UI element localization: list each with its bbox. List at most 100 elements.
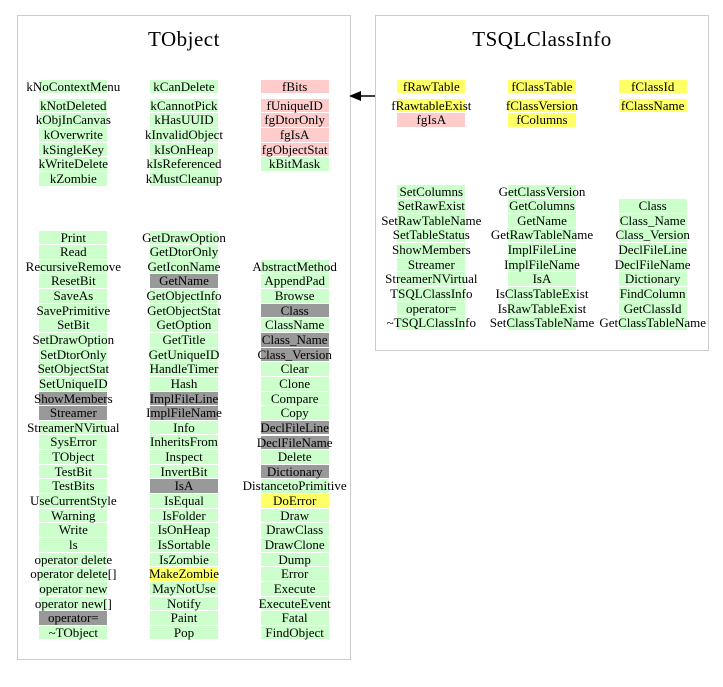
member-link[interactable]: Clear bbox=[260, 362, 329, 376]
member-link[interactable]: Execute bbox=[260, 582, 329, 596]
member-link[interactable]: SysError bbox=[39, 435, 108, 450]
member-link[interactable]: IsClassTableExist bbox=[495, 286, 589, 301]
member-link[interactable]: IsEqual bbox=[149, 494, 218, 508]
member-link[interactable]: Delete bbox=[260, 450, 329, 464]
member-link[interactable]: Class bbox=[260, 304, 329, 318]
member-link[interactable]: GetDtorOnly bbox=[149, 244, 219, 260]
member-link[interactable]: Paint bbox=[149, 611, 218, 625]
member-link[interactable]: InheritsFrom bbox=[149, 434, 218, 450]
member-link[interactable]: ImplFileName bbox=[146, 405, 222, 421]
member-link[interactable]: IsA bbox=[149, 479, 218, 493]
member-link[interactable]: SetUniqueID bbox=[39, 375, 108, 391]
member-link[interactable]: GetUniqueID bbox=[148, 346, 220, 362]
member-link[interactable]: fClassId bbox=[618, 79, 687, 94]
member-link[interactable]: GetObjectInfo bbox=[146, 288, 222, 304]
member-link[interactable]: SavePrimitive bbox=[36, 302, 111, 318]
member-link[interactable]: GetObjectStat bbox=[147, 302, 221, 318]
member-link[interactable]: fgDtorOnly bbox=[260, 113, 329, 127]
member-link[interactable]: Write bbox=[39, 523, 108, 537]
member-link[interactable]: Class bbox=[618, 199, 687, 213]
tobject-class-title[interactable]: TObject bbox=[148, 27, 220, 51]
member-link[interactable]: RecursiveRemove bbox=[25, 258, 121, 274]
member-link[interactable]: StreamerNVirtual bbox=[27, 419, 120, 435]
member-link[interactable]: Pop bbox=[149, 626, 218, 640]
member-link[interactable]: Print bbox=[39, 230, 108, 245]
member-link[interactable]: fUniqueID bbox=[260, 99, 329, 113]
member-link[interactable]: GetTitle bbox=[149, 333, 218, 347]
member-link[interactable]: GetRawTableName bbox=[490, 227, 594, 243]
member-link[interactable]: fClassVersion bbox=[505, 97, 579, 113]
member-link[interactable]: fRawtableExist bbox=[391, 97, 472, 113]
member-link[interactable]: Dictionary bbox=[260, 465, 329, 479]
member-link[interactable]: Notify bbox=[149, 596, 218, 611]
member-link[interactable]: TestBit bbox=[39, 465, 108, 479]
member-link[interactable]: fRawTable bbox=[397, 79, 466, 94]
member-link[interactable]: DrawClone bbox=[260, 538, 329, 552]
member-link[interactable]: operator delete bbox=[34, 551, 113, 567]
member-link[interactable]: Copy bbox=[260, 406, 329, 420]
member-link[interactable]: ls bbox=[39, 538, 108, 552]
member-link[interactable]: Draw bbox=[260, 509, 329, 523]
member-link[interactable]: IsSortable bbox=[149, 538, 218, 552]
member-link[interactable]: GetIconName bbox=[147, 258, 221, 274]
member-link[interactable]: fgIsA bbox=[260, 128, 329, 142]
member-link[interactable]: DeclFileName bbox=[614, 256, 691, 272]
member-link[interactable]: fClassName bbox=[618, 99, 687, 113]
member-link[interactable]: DistancetoPrimitive bbox=[242, 478, 347, 494]
member-link[interactable]: ~TSQLClassInfo bbox=[386, 315, 477, 331]
member-link[interactable]: kObjInCanvas bbox=[35, 112, 111, 128]
member-link[interactable]: DeclFileLine bbox=[260, 419, 329, 435]
member-link[interactable]: kIsReferenced bbox=[146, 156, 222, 172]
member-link[interactable]: SetObjectStat bbox=[37, 361, 110, 377]
member-link[interactable]: IsOnHeap bbox=[149, 523, 218, 537]
member-link[interactable]: Info bbox=[149, 421, 218, 435]
member-link[interactable]: GetClassVersion bbox=[498, 183, 586, 199]
tsqlclassinfo-class-title[interactable]: TSQLClassInfo bbox=[472, 27, 612, 51]
member-link[interactable]: kNoContextMenu bbox=[26, 78, 121, 94]
member-link[interactable]: kOverwrite bbox=[39, 128, 108, 142]
member-link[interactable]: Class_Version bbox=[615, 227, 690, 243]
member-link[interactable]: GetClassId bbox=[618, 302, 687, 316]
member-link[interactable]: TestBits bbox=[39, 479, 108, 493]
member-link[interactable]: StreamerNVirtual bbox=[385, 271, 478, 287]
member-link[interactable]: IsA bbox=[507, 272, 576, 286]
member-link[interactable]: GetOption bbox=[149, 318, 218, 332]
member-link[interactable]: kMustCleanup bbox=[145, 170, 223, 186]
member-link[interactable]: kZombie bbox=[39, 172, 108, 186]
member-link[interactable]: kCanDelete bbox=[149, 79, 218, 94]
member-link[interactable]: kBitMask bbox=[260, 157, 329, 171]
member-link[interactable]: fBits bbox=[260, 79, 329, 94]
member-link[interactable]: AbstractMethod bbox=[252, 258, 337, 274]
member-link[interactable]: Dump bbox=[260, 553, 329, 567]
member-link[interactable]: ImplFileLine bbox=[149, 390, 219, 406]
member-link[interactable]: Class_Name bbox=[618, 212, 687, 228]
member-link[interactable]: GetColumns bbox=[507, 198, 576, 214]
member-link[interactable]: SetTableStatus bbox=[392, 227, 470, 243]
member-link[interactable]: Dictionary bbox=[618, 272, 687, 286]
member-link[interactable]: Browse bbox=[260, 289, 329, 303]
member-link[interactable]: Fatal bbox=[260, 611, 329, 625]
member-link[interactable]: SetClassTableName bbox=[489, 315, 595, 331]
member-link[interactable]: DoError bbox=[260, 494, 329, 508]
member-link[interactable]: kSingleKey bbox=[39, 143, 108, 157]
member-link[interactable]: SetDtorOnly bbox=[39, 346, 108, 362]
member-link[interactable]: TSQLClassInfo bbox=[390, 286, 473, 301]
member-link[interactable]: ResetBit bbox=[39, 274, 108, 289]
member-link[interactable]: Read bbox=[39, 245, 108, 259]
member-link[interactable]: kInvalidObject bbox=[145, 127, 223, 143]
member-link[interactable]: HandleTimer bbox=[149, 361, 219, 377]
member-link[interactable]: ImplFileName bbox=[504, 256, 580, 272]
member-link[interactable]: operator new[] bbox=[34, 595, 112, 611]
member-link[interactable]: DeclFileLine bbox=[618, 242, 687, 258]
member-link[interactable]: GetName bbox=[507, 214, 576, 228]
member-link[interactable]: operator delete[] bbox=[30, 566, 117, 582]
member-link[interactable]: SetColumns bbox=[397, 184, 466, 199]
member-link[interactable]: Warning bbox=[39, 509, 108, 523]
member-link[interactable]: FindColumn bbox=[618, 286, 687, 301]
member-link[interactable]: kHasUUID bbox=[149, 113, 218, 127]
member-link[interactable]: MakeZombie bbox=[148, 566, 220, 582]
member-link[interactable]: fgObjectStat bbox=[260, 141, 329, 157]
member-link[interactable]: SaveAs bbox=[39, 289, 108, 303]
member-link[interactable]: SetBit bbox=[39, 318, 108, 332]
member-link[interactable]: FindObject bbox=[260, 626, 329, 640]
